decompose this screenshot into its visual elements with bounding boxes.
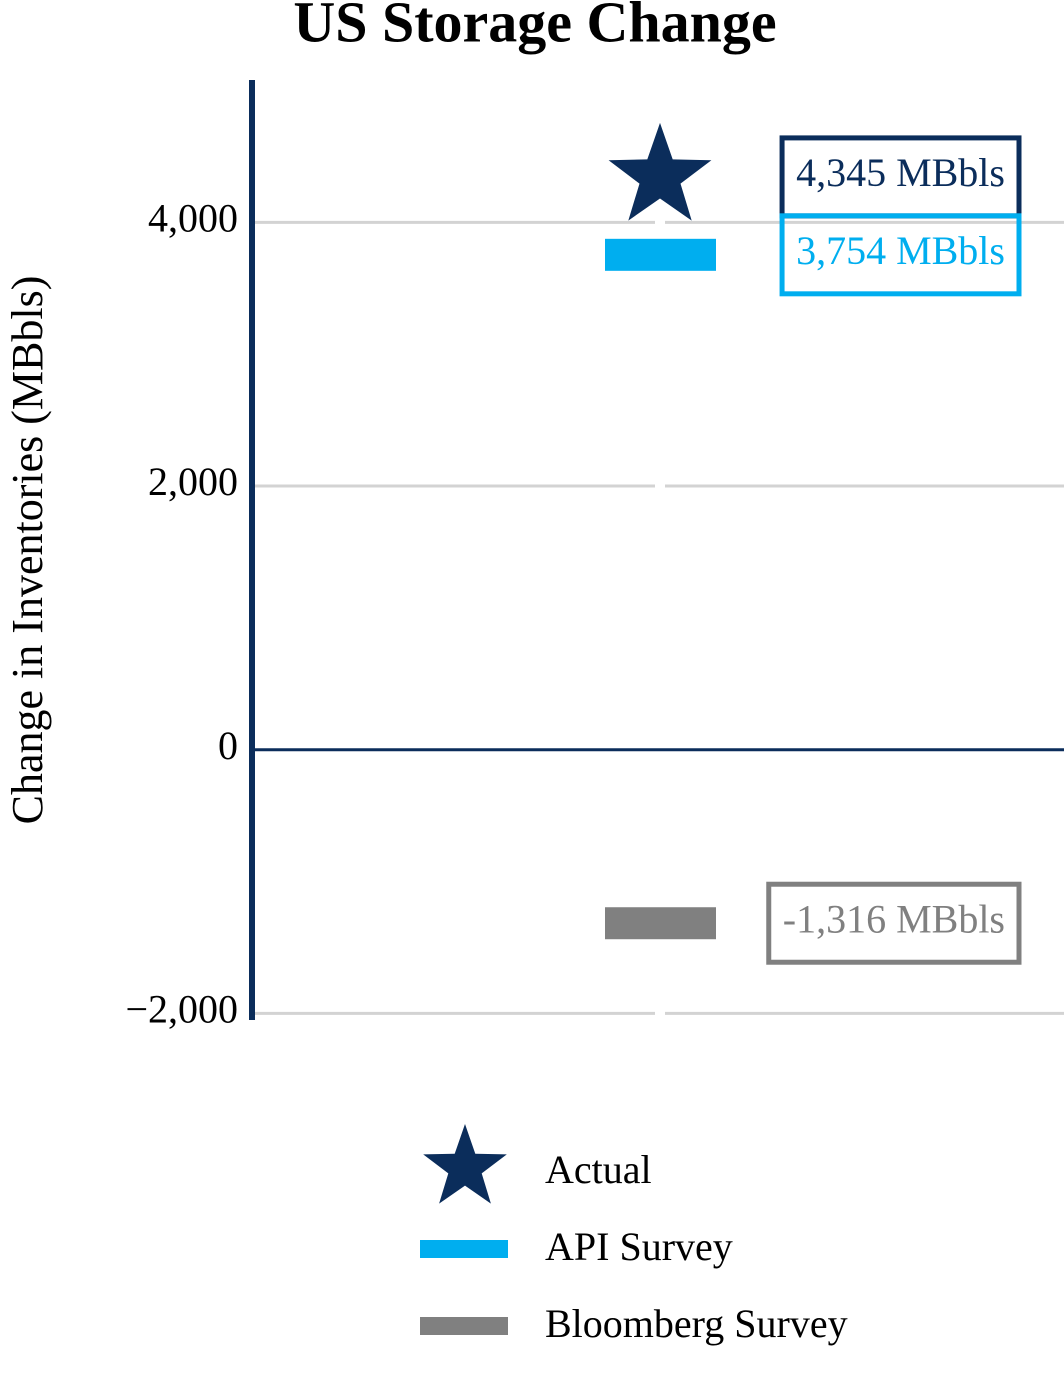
- value-label: 3,754 MBbls: [796, 228, 1005, 273]
- value-label: -1,316 MBbls: [783, 896, 1005, 941]
- legend-star: [423, 1124, 507, 1204]
- y-tick-label: 2,000: [148, 459, 238, 504]
- legend-swatch: [420, 1317, 508, 1335]
- y-axis-label: Change in Inventories (MBbls): [3, 276, 52, 825]
- y-tick-label: −2,000: [125, 987, 238, 1032]
- value-label-box: [779, 213, 1022, 297]
- y-tick-label: 0: [218, 723, 238, 768]
- legend-label: Actual: [545, 1147, 652, 1192]
- legend-label: API Survey: [545, 1224, 733, 1269]
- bar-marker: [605, 238, 716, 271]
- star-marker: [608, 122, 712, 221]
- chart-title: US Storage Change: [293, 0, 776, 54]
- y-tick-label: 4,000: [148, 196, 238, 241]
- bar-marker: [605, 907, 716, 940]
- legend-swatch: [420, 1240, 508, 1258]
- legend-label: Bloomberg Survey: [545, 1301, 848, 1346]
- value-label: 4,345 MBbls: [796, 150, 1005, 195]
- value-label-box: [766, 881, 1022, 965]
